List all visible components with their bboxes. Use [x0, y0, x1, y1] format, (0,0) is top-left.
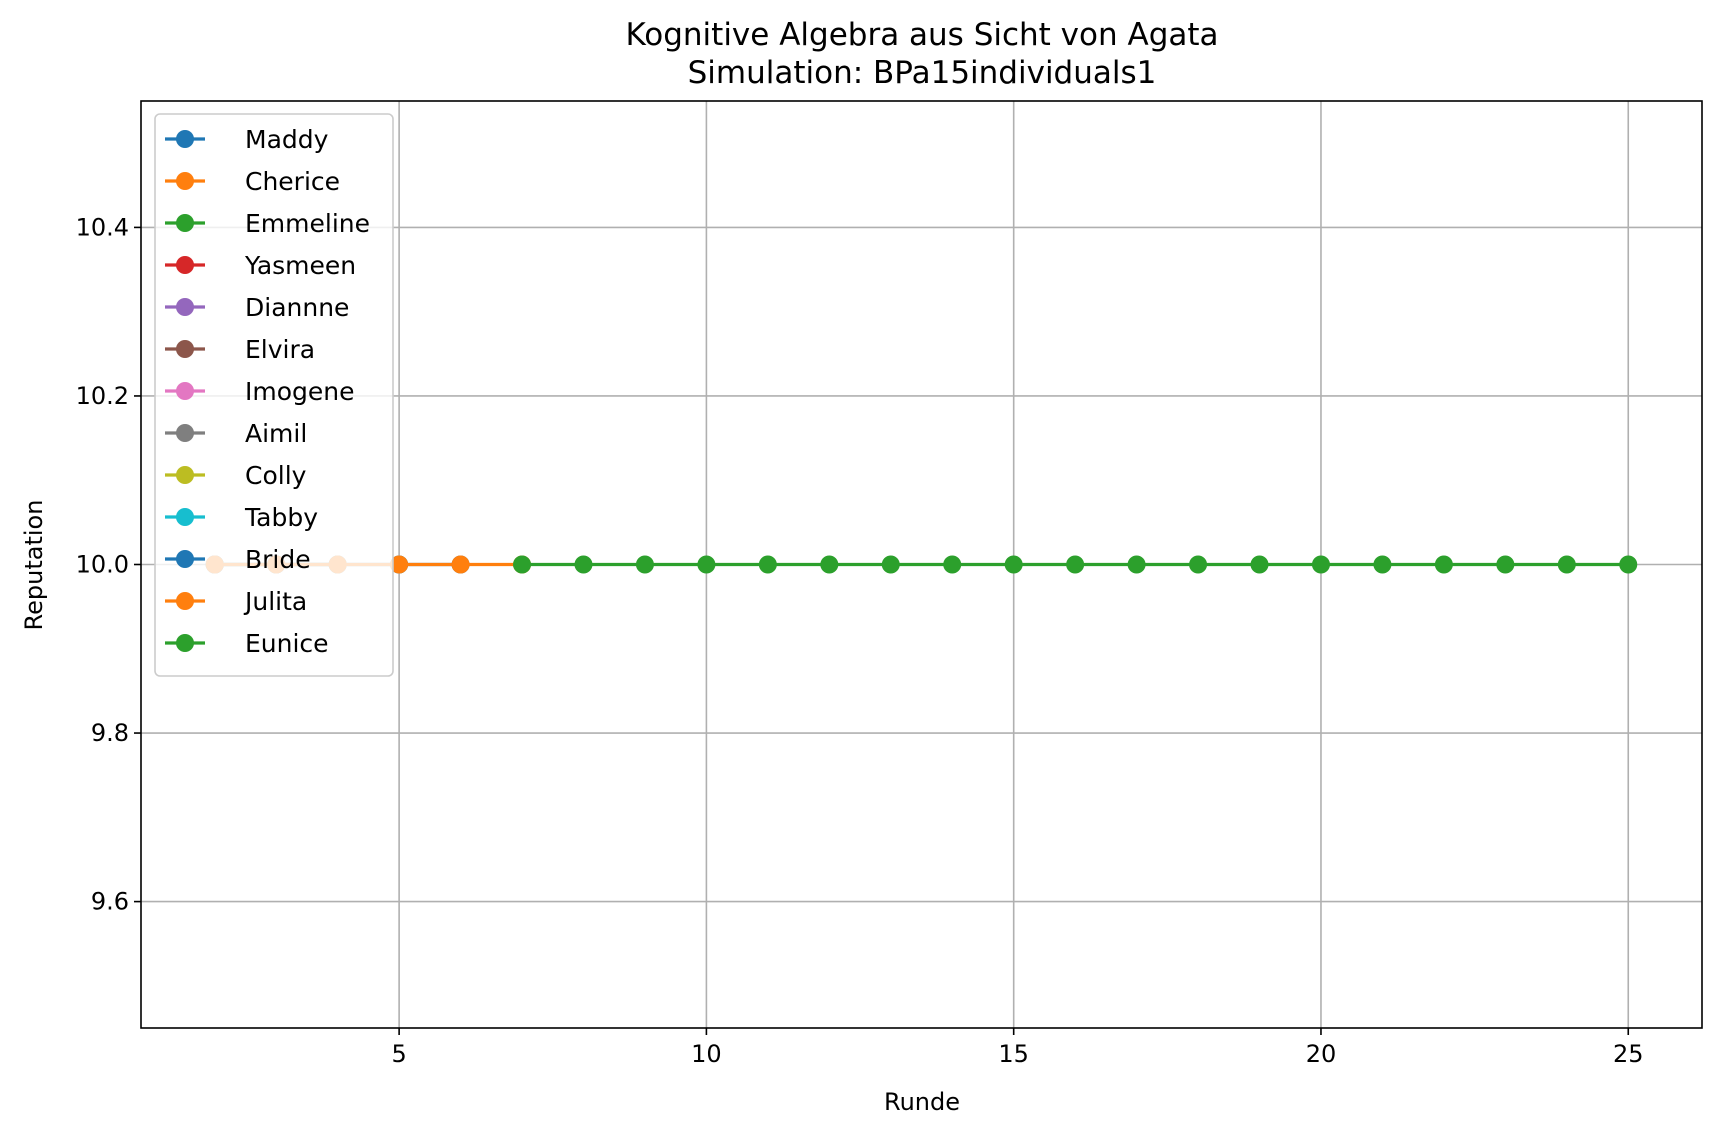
- legend-item: Colly: [165, 461, 307, 490]
- legend-item: Emmeline: [165, 209, 370, 238]
- data-point-eunice: [1127, 555, 1146, 574]
- data-point-eunice: [1373, 555, 1392, 574]
- legend-item: Diannne: [165, 293, 349, 322]
- data-point-eunice: [820, 555, 839, 574]
- x-tick-label: 15: [998, 1040, 1029, 1068]
- legend-marker: [176, 130, 194, 148]
- data-point-eunice: [697, 555, 716, 574]
- y-tick-label: 10.2: [76, 382, 129, 410]
- y-axis-label: Reputation: [20, 500, 48, 631]
- x-axis-label: Runde: [884, 1088, 960, 1116]
- legend-label: Yasmeen: [244, 251, 356, 280]
- chart-subtitle: Simulation: BPa15individuals1: [688, 55, 1157, 91]
- data-point-eunice: [1004, 555, 1023, 574]
- legend-item: Bride: [165, 545, 311, 574]
- data-point-eunice: [758, 555, 777, 574]
- legend-item: Maddy: [165, 125, 329, 154]
- data-point-eunice: [881, 555, 900, 574]
- legend-marker: [176, 298, 194, 316]
- legend-marker: [176, 592, 194, 610]
- legend-box: [154, 113, 394, 677]
- legend-item: Tabby: [165, 503, 318, 532]
- legend-marker: [176, 550, 194, 568]
- legend-label: Julita: [243, 587, 307, 616]
- legend-label: Aimil: [245, 419, 307, 448]
- legend-item: Imogene: [165, 377, 355, 406]
- data-point-eunice: [513, 555, 532, 574]
- legend-marker: [176, 508, 194, 526]
- x-tick-label: 25: [1613, 1040, 1644, 1068]
- legend-label: Maddy: [245, 125, 329, 154]
- data-point-eunice: [635, 555, 654, 574]
- data-point-eunice: [1434, 555, 1453, 574]
- x-tick-label: 5: [391, 1040, 406, 1068]
- legend-label: Eunice: [245, 629, 329, 658]
- x-tick-label: 10: [691, 1040, 722, 1068]
- legend-marker: [176, 382, 194, 400]
- data-point-eunice: [1311, 555, 1330, 574]
- chart-title: Kognitive Algebra aus Sicht von Agata: [625, 17, 1218, 53]
- legend-marker: [176, 214, 194, 232]
- legend-marker: [176, 634, 194, 652]
- legend-item: Elvira: [165, 335, 315, 364]
- data-point-eunice: [1496, 555, 1515, 574]
- data-point-eunice: [574, 555, 593, 574]
- legend-item: Eunice: [165, 629, 329, 658]
- legend-label: Elvira: [245, 335, 315, 364]
- x-tick-label: 20: [1306, 1040, 1337, 1068]
- data-point-eunice: [1557, 555, 1576, 574]
- data-point-eunice: [1250, 555, 1269, 574]
- legend-marker: [176, 256, 194, 274]
- y-tick-label: 9.8: [91, 719, 129, 747]
- legend-label: Tabby: [244, 503, 318, 532]
- data-point-eunice: [1189, 555, 1208, 574]
- legend-label: Cherice: [245, 167, 340, 196]
- legend-marker: [176, 466, 194, 484]
- legend-item: Aimil: [165, 419, 307, 448]
- y-tick-label: 10.4: [76, 213, 129, 241]
- legend-label: Colly: [245, 461, 307, 490]
- legend: Maddy Cherice Emmeline Yasmeen Diannne Elvira…: [154, 113, 394, 677]
- y-tick-label: 9.6: [91, 888, 129, 916]
- data-point-eunice: [943, 555, 962, 574]
- legend-item: Cherice: [165, 167, 340, 196]
- legend-label: Emmeline: [245, 209, 370, 238]
- data-point-eunice: [1619, 555, 1638, 574]
- legend-label: Imogene: [245, 377, 355, 406]
- legend-item: Julita: [165, 587, 307, 616]
- axis-ticks: 5 10 15 20 25 9.6 9.8 10.0 10.2 10.4: [76, 213, 1644, 1068]
- y-tick-label: 10.0: [76, 551, 129, 579]
- data-point-julita: [451, 555, 470, 574]
- legend-item: Yasmeen: [165, 251, 356, 280]
- legend-marker: [176, 424, 194, 442]
- legend-marker: [176, 340, 194, 358]
- series-eunice: [513, 555, 1638, 574]
- legend-label: Diannne: [245, 293, 349, 322]
- data-point-julita: [390, 555, 409, 574]
- data-point-eunice: [1066, 555, 1085, 574]
- legend-label: Bride: [245, 545, 311, 574]
- legend-marker: [176, 172, 194, 190]
